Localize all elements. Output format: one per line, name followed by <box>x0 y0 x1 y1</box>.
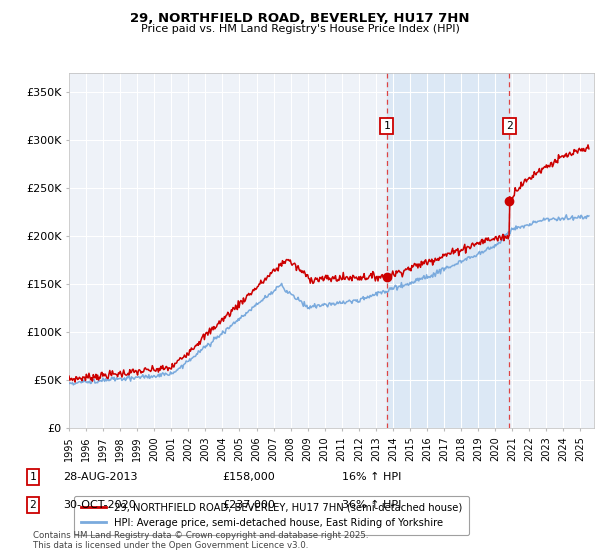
Text: £237,000: £237,000 <box>222 500 275 510</box>
Bar <box>387 73 509 428</box>
Text: £158,000: £158,000 <box>222 472 275 482</box>
Text: 2: 2 <box>29 500 37 510</box>
Text: 29, NORTHFIELD ROAD, BEVERLEY, HU17 7HN: 29, NORTHFIELD ROAD, BEVERLEY, HU17 7HN <box>130 12 470 25</box>
Text: Price paid vs. HM Land Registry's House Price Index (HPI): Price paid vs. HM Land Registry's House … <box>140 24 460 34</box>
Text: 16% ↑ HPI: 16% ↑ HPI <box>342 472 401 482</box>
Legend: 29, NORTHFIELD ROAD, BEVERLEY, HU17 7HN (semi-detached house), HPI: Average pric: 29, NORTHFIELD ROAD, BEVERLEY, HU17 7HN … <box>74 496 469 535</box>
Text: Contains HM Land Registry data © Crown copyright and database right 2025.
This d: Contains HM Land Registry data © Crown c… <box>33 531 368 550</box>
Text: 28-AUG-2013: 28-AUG-2013 <box>63 472 137 482</box>
Text: 30-OCT-2020: 30-OCT-2020 <box>63 500 136 510</box>
Text: 1: 1 <box>29 472 37 482</box>
Text: 1: 1 <box>383 120 390 130</box>
Text: 36% ↑ HPI: 36% ↑ HPI <box>342 500 401 510</box>
Text: 2: 2 <box>506 120 512 130</box>
